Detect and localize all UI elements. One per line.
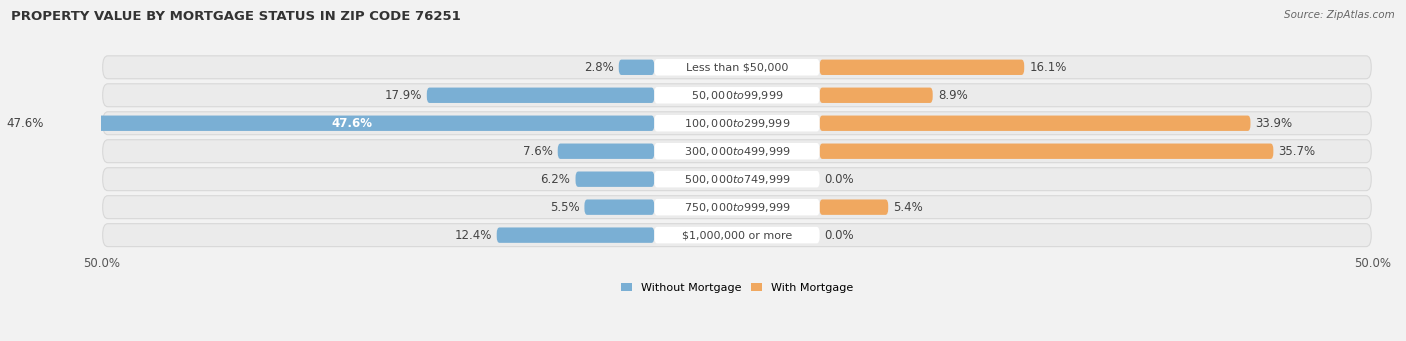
FancyBboxPatch shape — [654, 171, 820, 188]
Text: 17.9%: 17.9% — [384, 89, 422, 102]
Text: 47.6%: 47.6% — [332, 117, 373, 130]
Text: 6.2%: 6.2% — [540, 173, 571, 186]
FancyBboxPatch shape — [654, 115, 820, 132]
FancyBboxPatch shape — [496, 227, 654, 243]
Text: $50,000 to $99,999: $50,000 to $99,999 — [690, 89, 783, 102]
Text: 12.4%: 12.4% — [454, 229, 492, 242]
FancyBboxPatch shape — [49, 116, 654, 131]
Text: 0.0%: 0.0% — [825, 173, 855, 186]
Text: $500,000 to $749,999: $500,000 to $749,999 — [683, 173, 790, 186]
Text: 33.9%: 33.9% — [1256, 117, 1292, 130]
FancyBboxPatch shape — [820, 60, 1024, 75]
Text: Less than $50,000: Less than $50,000 — [686, 62, 789, 72]
FancyBboxPatch shape — [103, 196, 1371, 219]
Text: 35.7%: 35.7% — [1278, 145, 1316, 158]
FancyBboxPatch shape — [654, 59, 820, 76]
FancyBboxPatch shape — [103, 224, 1371, 247]
FancyBboxPatch shape — [103, 56, 1371, 79]
Text: Source: ZipAtlas.com: Source: ZipAtlas.com — [1284, 10, 1395, 20]
Text: $100,000 to $299,999: $100,000 to $299,999 — [683, 117, 790, 130]
FancyBboxPatch shape — [103, 84, 1371, 107]
FancyBboxPatch shape — [654, 143, 820, 160]
Text: 5.5%: 5.5% — [550, 201, 579, 214]
Text: $300,000 to $499,999: $300,000 to $499,999 — [683, 145, 790, 158]
Text: PROPERTY VALUE BY MORTGAGE STATUS IN ZIP CODE 76251: PROPERTY VALUE BY MORTGAGE STATUS IN ZIP… — [11, 10, 461, 23]
FancyBboxPatch shape — [103, 140, 1371, 163]
FancyBboxPatch shape — [820, 199, 889, 215]
Text: 0.0%: 0.0% — [825, 229, 855, 242]
FancyBboxPatch shape — [654, 87, 820, 104]
FancyBboxPatch shape — [585, 199, 654, 215]
Text: 47.6%: 47.6% — [7, 117, 44, 130]
FancyBboxPatch shape — [820, 116, 1250, 131]
FancyBboxPatch shape — [820, 144, 1274, 159]
Text: 8.9%: 8.9% — [938, 89, 967, 102]
FancyBboxPatch shape — [558, 144, 654, 159]
Text: 7.6%: 7.6% — [523, 145, 553, 158]
Legend: Without Mortgage, With Mortgage: Without Mortgage, With Mortgage — [621, 283, 853, 293]
FancyBboxPatch shape — [654, 199, 820, 216]
FancyBboxPatch shape — [103, 112, 1371, 135]
Text: 2.8%: 2.8% — [583, 61, 613, 74]
FancyBboxPatch shape — [427, 88, 654, 103]
Text: $750,000 to $999,999: $750,000 to $999,999 — [683, 201, 790, 214]
FancyBboxPatch shape — [575, 172, 654, 187]
FancyBboxPatch shape — [820, 88, 932, 103]
Text: 16.1%: 16.1% — [1029, 61, 1067, 74]
Text: $1,000,000 or more: $1,000,000 or more — [682, 230, 792, 240]
Text: 5.4%: 5.4% — [893, 201, 924, 214]
FancyBboxPatch shape — [654, 227, 820, 243]
FancyBboxPatch shape — [619, 60, 654, 75]
FancyBboxPatch shape — [103, 168, 1371, 191]
